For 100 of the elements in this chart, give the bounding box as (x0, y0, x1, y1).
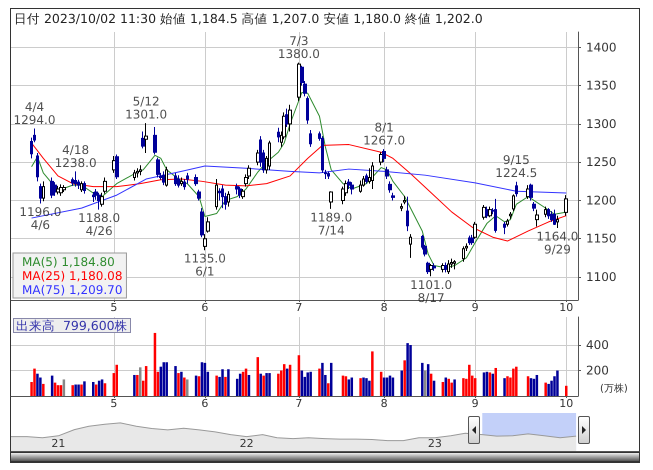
x-tick-label: 5 (110, 397, 118, 410)
bar (365, 378, 368, 396)
x-tick-label: 23 (428, 437, 442, 450)
bar (400, 370, 403, 396)
chart-title: 出来高 799,600株 (16, 318, 128, 333)
candlestick (535, 209, 539, 227)
candlestick (529, 183, 533, 201)
bar (547, 384, 550, 396)
bar (486, 372, 488, 396)
bar (327, 383, 330, 396)
bar (282, 364, 286, 396)
candlestick (165, 166, 168, 188)
candlestick (453, 260, 456, 270)
bar (256, 357, 260, 396)
bar (54, 382, 56, 396)
bar (165, 362, 168, 396)
bar (204, 362, 206, 396)
bar (277, 374, 280, 396)
bar (215, 376, 218, 396)
bar (309, 372, 312, 396)
bar (386, 378, 388, 396)
bar (224, 376, 227, 396)
bar (162, 362, 166, 396)
bar (426, 364, 430, 396)
candlestick (50, 176, 54, 199)
bar (362, 378, 365, 396)
annotation: 1164.0 9/29 (536, 230, 578, 257)
bar (403, 360, 406, 396)
bar (133, 374, 136, 396)
bar (94, 384, 98, 396)
candlestick (197, 189, 201, 201)
annotation: 7/3 1380.0 (278, 34, 320, 62)
bar (262, 376, 265, 396)
bar (492, 374, 494, 396)
candlestick (133, 169, 136, 182)
text: MA(25) 1,180.08 (22, 269, 122, 283)
bar (321, 362, 324, 396)
bar (544, 382, 547, 396)
candlestick (379, 152, 383, 166)
x-tick-label: 10 (559, 397, 574, 410)
candlestick (241, 188, 245, 200)
y-tick-label: 400 (586, 338, 609, 352)
annotation: 1196.0 4/6 (19, 205, 62, 232)
bar (530, 378, 532, 396)
bar (359, 378, 362, 396)
candlestick (235, 183, 239, 195)
candlestick (327, 170, 330, 180)
bar (36, 374, 39, 396)
bar (526, 376, 530, 396)
bar (371, 351, 374, 396)
bar (42, 384, 45, 396)
candlestick (409, 234, 412, 258)
x-tick-label: 7 (295, 301, 302, 314)
bar (318, 368, 321, 396)
bar (177, 373, 180, 396)
candlestick (100, 192, 104, 208)
candlestick (268, 140, 271, 170)
bar (430, 374, 432, 396)
bar (536, 374, 538, 396)
bar (453, 379, 456, 396)
y-tick-label: 200 (586, 364, 609, 378)
candlestick (382, 148, 386, 163)
bar (532, 378, 536, 396)
candlestick (174, 172, 177, 186)
bar (154, 332, 156, 396)
bar (174, 366, 177, 396)
bar (550, 380, 553, 396)
annotation: 1189.0 7/14 (310, 210, 352, 238)
candlestick (470, 234, 474, 246)
candlestick (391, 192, 395, 201)
bar (468, 364, 471, 396)
bar (515, 366, 518, 396)
candlestick (227, 190, 230, 208)
candlestick (547, 208, 550, 220)
candlestick (473, 221, 477, 240)
candlestick (553, 209, 556, 226)
bar (80, 384, 83, 396)
bar (183, 378, 186, 396)
x-tick-label: 6 (201, 397, 208, 410)
bar (71, 385, 74, 396)
annotation: 4/4 1294.0 (14, 100, 56, 127)
candlestick (238, 186, 242, 199)
candlestick (388, 180, 392, 194)
bar (104, 383, 106, 396)
bar (444, 378, 448, 396)
bar (186, 379, 189, 396)
candlestick (306, 96, 309, 124)
candlestick (432, 262, 436, 272)
bar (306, 372, 309, 396)
y-tick-label: 1400 (586, 40, 617, 54)
x-tick-label: 9 (472, 301, 479, 314)
bar (50, 376, 54, 396)
bar (512, 368, 515, 396)
bar (259, 374, 262, 396)
bar (424, 370, 426, 396)
candlestick (400, 203, 403, 212)
bar (442, 382, 444, 396)
candlestick (494, 198, 497, 234)
candlestick (177, 174, 180, 188)
bar (98, 380, 100, 396)
